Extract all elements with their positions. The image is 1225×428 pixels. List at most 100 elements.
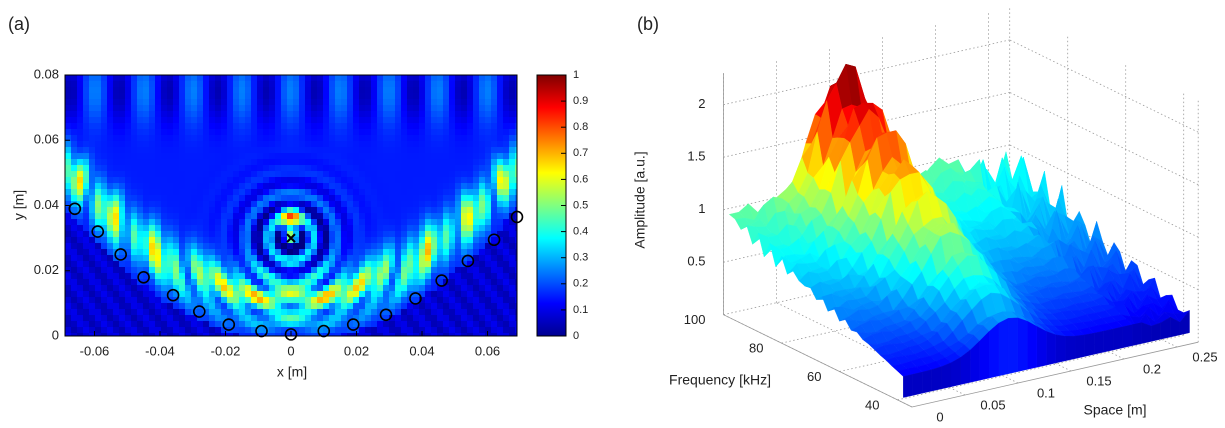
heat-cell [173,177,179,183]
heat-cell [341,255,347,261]
heat-cell [389,285,395,291]
heat-cell [287,321,293,327]
heat-cell [293,141,299,147]
heat-cell [311,117,317,123]
heat-cell [287,189,293,195]
heat-cell [347,123,353,129]
heat-cell [467,267,473,273]
heat-cell [149,327,155,333]
heat-cell [227,159,233,165]
heat-cell [269,303,275,309]
heat-cell [77,141,83,147]
heat-cell [509,129,515,135]
heat-cell [119,201,125,207]
heat-cell [347,273,353,279]
heat-cell [353,207,359,213]
heat-cell [287,261,293,267]
heat-cell [293,201,299,207]
heat-cell [143,291,149,297]
heat-cell [71,93,77,99]
heat-cell [347,99,353,105]
heat-cell [203,105,209,111]
heat-cell [317,243,323,249]
heat-cell [485,81,491,87]
heat-cell [491,165,497,171]
heat-cell [503,207,509,213]
heat-cell [209,213,215,219]
heat-cell [455,189,461,195]
heat-cell [191,87,197,93]
heat-cell [275,261,281,267]
heat-cell [107,249,113,255]
heat-cell [119,273,125,279]
heat-cell [83,219,89,225]
heat-cell [329,321,335,327]
heat-cell [209,261,215,267]
heat-cell [203,297,209,303]
heat-cell [413,321,419,327]
heat-cell [239,225,245,231]
heat-cell [125,315,131,321]
heat-cell [377,273,383,279]
heat-cell [437,141,443,147]
heat-cell [233,177,239,183]
surface-skirt [1123,325,1133,348]
heat-cell [449,261,455,267]
heat-cell [371,183,377,189]
heat-cell [107,267,113,273]
heat-cell [281,279,287,285]
heat-cell [425,111,431,117]
heat-cell [77,81,83,87]
heat-cell [419,285,425,291]
heat-cell [503,117,509,123]
heat-cell [83,75,89,81]
heat-cell [419,237,425,243]
heat-cell [467,201,473,207]
heat-cell [353,237,359,243]
heat-cell [401,321,407,327]
heat-cell [401,147,407,153]
heat-cell [275,177,281,183]
heat-cell [437,249,443,255]
heat-cell [65,141,71,147]
heat-cell [257,147,263,153]
heat-cell [245,303,251,309]
heat-cell [89,237,95,243]
heat-cell [167,207,173,213]
heat-cell [191,117,197,123]
heat-cell [269,315,275,321]
heat-cell [155,87,161,93]
heat-cell [263,135,269,141]
heat-cell [413,87,419,93]
heat-cell [173,273,179,279]
heat-cell [431,195,437,201]
heat-cell [143,81,149,87]
heat-cell [395,105,401,111]
heat-cell [233,297,239,303]
heat-cell [155,261,161,267]
heat-cell [299,225,305,231]
heat-cell [257,159,263,165]
heat-cell [461,207,467,213]
heat-cell [239,309,245,315]
heat-cell [179,81,185,87]
heat-cell [401,87,407,93]
heat-cell [419,225,425,231]
heat-cell [467,105,473,111]
heat-cell [383,153,389,159]
heat-cell [395,123,401,129]
heat-cell [95,291,101,297]
heat-cell [203,267,209,273]
heat-cell [233,207,239,213]
heat-cell [425,183,431,189]
heat-cell [197,219,203,225]
heat-cell [77,177,83,183]
heat-cell [149,147,155,153]
heat-cell [71,237,77,243]
heat-cell [407,327,413,333]
heat-cell [293,93,299,99]
heat-cell [131,111,137,117]
heat-cell [467,81,473,87]
heat-cell [401,327,407,333]
heat-cell [455,267,461,273]
